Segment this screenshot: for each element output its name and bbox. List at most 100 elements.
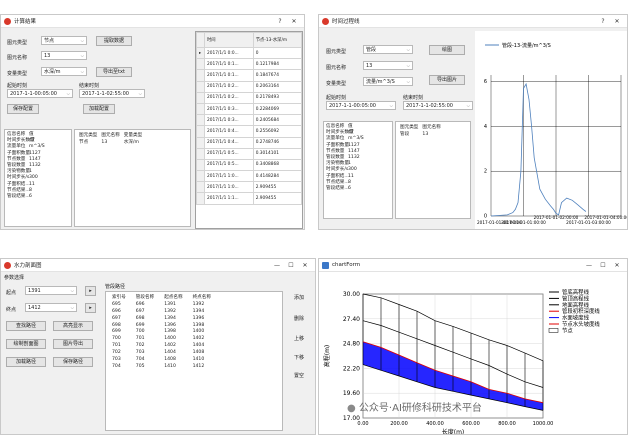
plot-button[interactable]: 绘图 [429, 45, 465, 55]
end-time-picker[interactable]: 2017-1-1-02:55:00 ⌵ [403, 101, 473, 110]
table-cell[interactable]: 2017/1/1 1:1... [204, 192, 254, 205]
table-cell[interactable]: 0 [252, 46, 302, 60]
help-button[interactable]: ? [601, 17, 605, 25]
table-row[interactable]: 704 705 1410 1412 [110, 363, 219, 370]
table-row[interactable]: 696 697 1392 1394 [110, 308, 219, 315]
close-button[interactable]: ✕ [614, 261, 620, 269]
table-row[interactable]: 2017/1/1 0:4... 0.2556092 [196, 125, 302, 138]
move-down-button[interactable]: 下移 [293, 355, 304, 361]
table-cell[interactable]: 0.2405684 [252, 114, 302, 127]
table-row[interactable]: 698 699 1396 1398 [110, 322, 219, 329]
minimize-button[interactable]: — [274, 261, 280, 269]
table-row[interactable]: 700 701 1400 1402 [110, 335, 219, 342]
table-row[interactable]: 2017/1/1 1:0... 0.4148284 [196, 170, 302, 183]
add-end-button[interactable]: ▸ [85, 303, 96, 313]
end-node-select[interactable]: 1412 ⌵ [25, 303, 77, 312]
row-header[interactable] [196, 114, 205, 127]
load-config-button[interactable]: 加载配置 [83, 104, 115, 114]
variable-type-select[interactable]: 流量/m^3/S ⌵ [363, 77, 413, 86]
export-txt-button[interactable]: 导出至txt [96, 67, 132, 77]
table-cell[interactable]: 0.4148284 [252, 170, 302, 183]
find-path-button[interactable]: 查找路径 [6, 321, 46, 331]
table-cell[interactable]: 2017/1/1 0:2... [204, 80, 254, 93]
column-header[interactable]: 时间 [204, 32, 254, 48]
row-header[interactable] [196, 181, 205, 194]
start-time-picker[interactable]: 2017-1-1-00:05:00 ⌵ [326, 101, 396, 110]
variable-type-select[interactable]: 水深/m ⌵ [41, 67, 87, 76]
save-path-button[interactable]: 保存路径 [53, 357, 93, 367]
table-cell[interactable]: 2017/1/1 1:0... [204, 170, 254, 183]
close-button[interactable]: ✕ [302, 261, 308, 269]
table-row[interactable]: 699 700 1398 1400 [110, 328, 219, 335]
row-header[interactable] [196, 170, 205, 183]
delete-button[interactable]: 删除 [293, 316, 304, 322]
clear-button[interactable]: 置空 [293, 373, 304, 379]
table-row[interactable]: 2017/1/1 1:0... 2.909455 [196, 181, 302, 194]
close-button[interactable]: ✕ [614, 17, 620, 25]
row-header[interactable] [196, 125, 205, 138]
element-type-select[interactable]: 节点 ⌵ [41, 36, 87, 45]
table-cell[interactable]: 2017/1/1 0:5... [204, 158, 254, 172]
table-row[interactable]: 2017/1/1 0:5... 0.3014101 [196, 147, 302, 160]
table-row[interactable]: 697 698 1394 1396 [110, 315, 219, 322]
maximize-button[interactable]: ☐ [288, 261, 294, 269]
row-header[interactable] [196, 102, 205, 116]
table-cell[interactable]: 0.1217984 [252, 58, 302, 71]
element-name-select[interactable]: 13 ⌵ [363, 61, 413, 70]
table-cell[interactable]: 0.2556092 [252, 125, 302, 138]
table-row[interactable]: 701 702 1402 1404 [110, 342, 219, 349]
row-header[interactable] [196, 136, 205, 149]
table-row[interactable]: 2017/1/1 0:4... 0.2748746 [196, 136, 302, 149]
table-cell[interactable]: 2017/1/1 0:0... [204, 46, 254, 60]
row-header[interactable] [196, 69, 205, 82]
load-path-button[interactable]: 加载路径 [6, 357, 46, 367]
table-row[interactable]: 2017/1/1 1:1... 2.909455 [196, 192, 302, 205]
highlight-button[interactable]: 高亮显示 [53, 321, 93, 331]
row-header[interactable] [196, 147, 205, 160]
start-time-picker[interactable]: 2017-1-1-00:05:00 ⌵ [7, 89, 73, 98]
row-header[interactable] [196, 80, 205, 93]
table-cell[interactable]: 2017/1/1 0:1... [204, 69, 254, 82]
table-cell[interactable]: 2017/1/1 0:5... [204, 147, 254, 160]
extract-data-button[interactable]: 提取数据 [96, 36, 132, 46]
table-cell[interactable]: 2017/1/1 0:4... [204, 136, 254, 149]
table-row[interactable]: ▸ 2017/1/1 0:0... 0 [196, 46, 302, 60]
table-row[interactable]: 703 704 1408 1410 [110, 356, 219, 363]
add-button[interactable]: 添加 [293, 295, 304, 301]
help-button[interactable]: ? [278, 17, 282, 25]
minimize-button[interactable]: — [586, 261, 592, 269]
current-row-indicator-icon[interactable]: ▸ [196, 46, 205, 60]
selection-row[interactable]: 节点 13 水深/m [77, 139, 144, 146]
close-button[interactable]: ✕ [291, 17, 297, 25]
table-cell[interactable]: 2017/1/1 0:4... [204, 125, 254, 138]
start-node-select[interactable]: 1391 ⌵ [25, 286, 77, 295]
move-up-button[interactable]: 上移 [293, 336, 304, 342]
draw-profile-button[interactable]: 绘制剖面图 [6, 339, 46, 349]
save-config-button[interactable]: 保存配置 [7, 104, 39, 114]
selection-row[interactable]: 管段 13 [398, 131, 443, 138]
row-header[interactable] [196, 58, 205, 71]
table-cell[interactable]: 2017/1/1 0:2... [204, 91, 254, 104]
export-image-button[interactable]: 导出图片 [429, 75, 465, 85]
row-header[interactable] [196, 158, 205, 172]
table-row[interactable]: 695 696 1391 1392 [110, 301, 219, 308]
table-row[interactable]: 2017/1/1 0:1... 0.1217984 [196, 58, 302, 71]
row-header[interactable] [196, 91, 205, 104]
table-row[interactable]: 2017/1/1 0:5... 0.3408868 [196, 158, 302, 172]
table-cell[interactable]: 0.3014101 [252, 147, 302, 160]
table-cell[interactable]: 2.909455 [252, 192, 302, 205]
column-header[interactable]: 节点-13-水深/m [252, 32, 302, 48]
table-row[interactable]: 2017/1/1 0:3... 0.2405684 [196, 114, 302, 127]
table-cell[interactable]: 2017/1/1 0:3... [204, 114, 254, 127]
table-cell[interactable]: 0.2063164 [252, 80, 302, 93]
table-row[interactable]: 2017/1/1 0:1... 0.1847674 [196, 69, 302, 82]
table-row[interactable]: 702 703 1404 1408 [110, 349, 219, 356]
export-image-button[interactable]: 图片导出 [53, 339, 93, 349]
add-start-button[interactable]: ▸ [85, 286, 96, 296]
table-cell[interactable]: 2017/1/1 1:0... [204, 181, 254, 194]
maximize-button[interactable]: ☐ [600, 261, 606, 269]
table-cell[interactable]: 0.2284069 [252, 102, 302, 116]
table-cell[interactable]: 0.2748746 [252, 136, 302, 149]
row-header[interactable] [196, 192, 205, 205]
table-cell[interactable]: 2.909455 [252, 181, 302, 194]
